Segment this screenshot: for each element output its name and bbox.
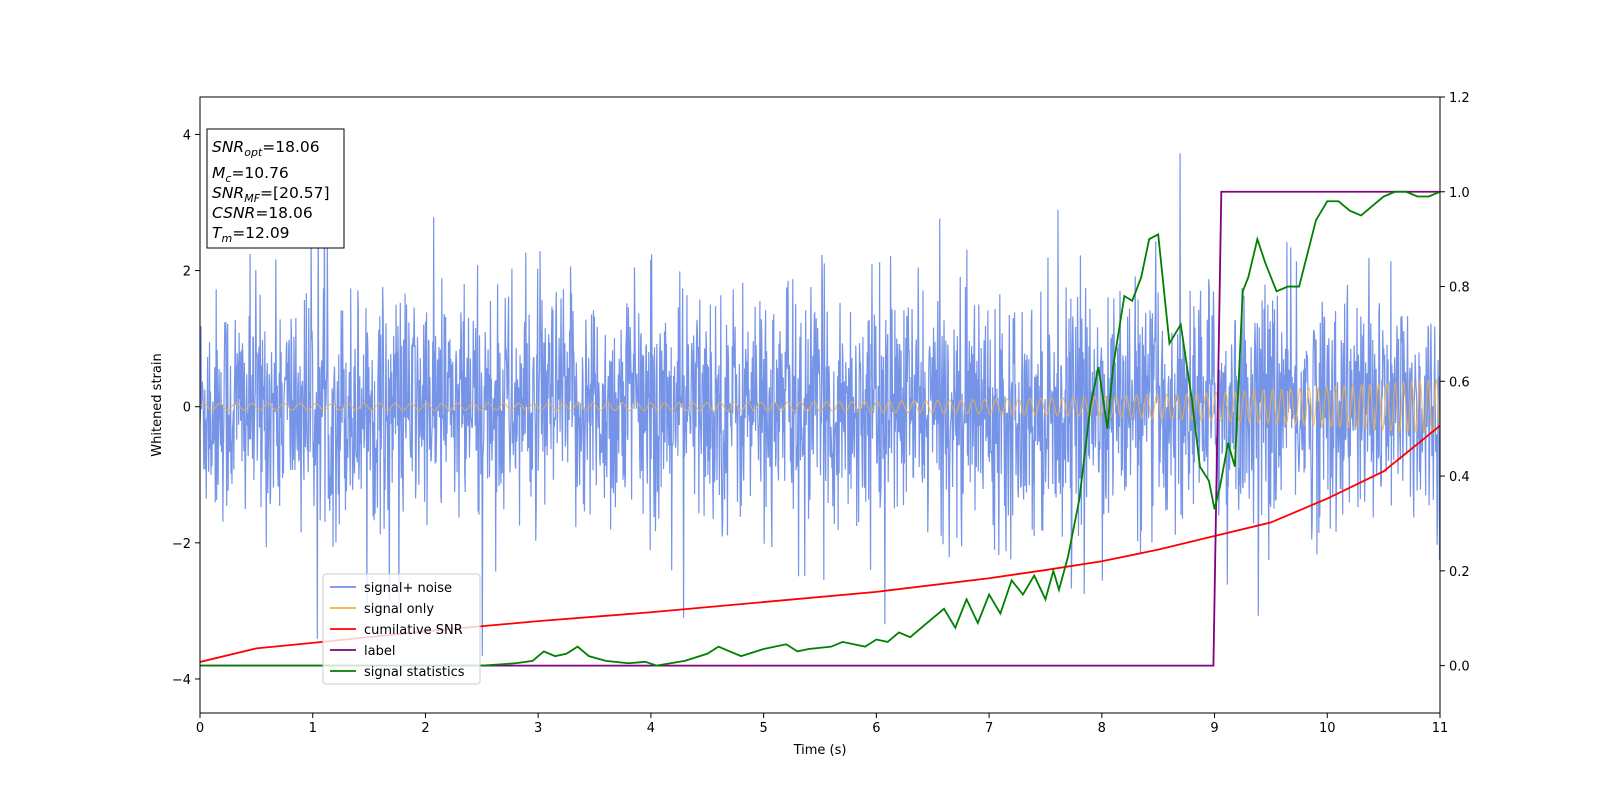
y-left-tick-label: 2	[183, 265, 191, 280]
legend-label: cumilative SNR	[364, 623, 463, 638]
y-right-tick-label: 0.2	[1449, 565, 1470, 580]
legend-label: signal only	[364, 602, 434, 617]
x-tick-label: 9	[1210, 721, 1218, 736]
y-left-tick-label: −4	[172, 673, 191, 688]
axis-ticks: 0 1 2 3 4 5 6 7 8 9 10 11 4 2 0 −2 −4 1.2 1.0 0.8 0.6 0.4 0.2 0…	[172, 91, 1470, 736]
x-tick-label: 6	[872, 721, 880, 736]
x-tick-label: 8	[1098, 721, 1106, 736]
series-line-label	[200, 190, 1440, 667]
x-tick-label: 10	[1319, 721, 1336, 736]
annotation-line: SNRopt=18.06	[212, 138, 320, 159]
plot-frame	[199, 96, 1441, 714]
y-right-tick-label: 0.6	[1449, 375, 1470, 390]
series-line-signal-statistics	[200, 190, 1440, 667]
x-tick-label: 4	[647, 721, 655, 736]
annotation-line: SNRMF=[20.57]	[212, 184, 330, 205]
series-line-signal-noise	[200, 153, 1440, 656]
legend-label: signal+ noise	[364, 581, 452, 596]
y-right-tick-label: 0.4	[1449, 470, 1470, 485]
legend-label: label	[364, 644, 395, 659]
annotation-line: Tm=12.09	[212, 224, 290, 245]
y-right-tick-label: 0.0	[1449, 660, 1470, 675]
y-axis-label: Whitened strain	[150, 353, 165, 456]
annotation-box: SNRopt=18.06 Mc=10.76SNRMF=[20.57]CSNR=18…	[206, 128, 345, 249]
x-tick-label: 5	[759, 721, 767, 736]
y-left-tick-label: −2	[172, 537, 191, 552]
series-line-signal-only	[200, 377, 1440, 435]
y-right-tick-label: 1.2	[1449, 91, 1470, 106]
annotation-frame	[206, 128, 345, 249]
x-tick-label: 11	[1432, 721, 1449, 736]
x-tick-label: 1	[309, 721, 317, 736]
y-right-tick-label: 0.8	[1449, 281, 1470, 296]
annotation-line: Mc=10.76	[212, 164, 289, 185]
y-right-tick-label: 1.0	[1449, 186, 1470, 201]
x-tick-label: 3	[534, 721, 542, 736]
annotation-line: CSNR=18.06	[212, 204, 313, 222]
x-tick-label: 2	[421, 721, 429, 736]
x-tick-label: 7	[985, 721, 993, 736]
x-tick-label: 0	[196, 721, 204, 736]
legend-frame	[322, 573, 481, 685]
x-axis-label: Time (s)	[793, 743, 847, 758]
y-left-tick-label: 4	[183, 128, 191, 143]
legend: signal+ noise signal only cumilative SNR la…	[322, 573, 481, 685]
legend-label: signal statistics	[364, 665, 465, 680]
y-left-tick-label: 0	[183, 401, 191, 416]
